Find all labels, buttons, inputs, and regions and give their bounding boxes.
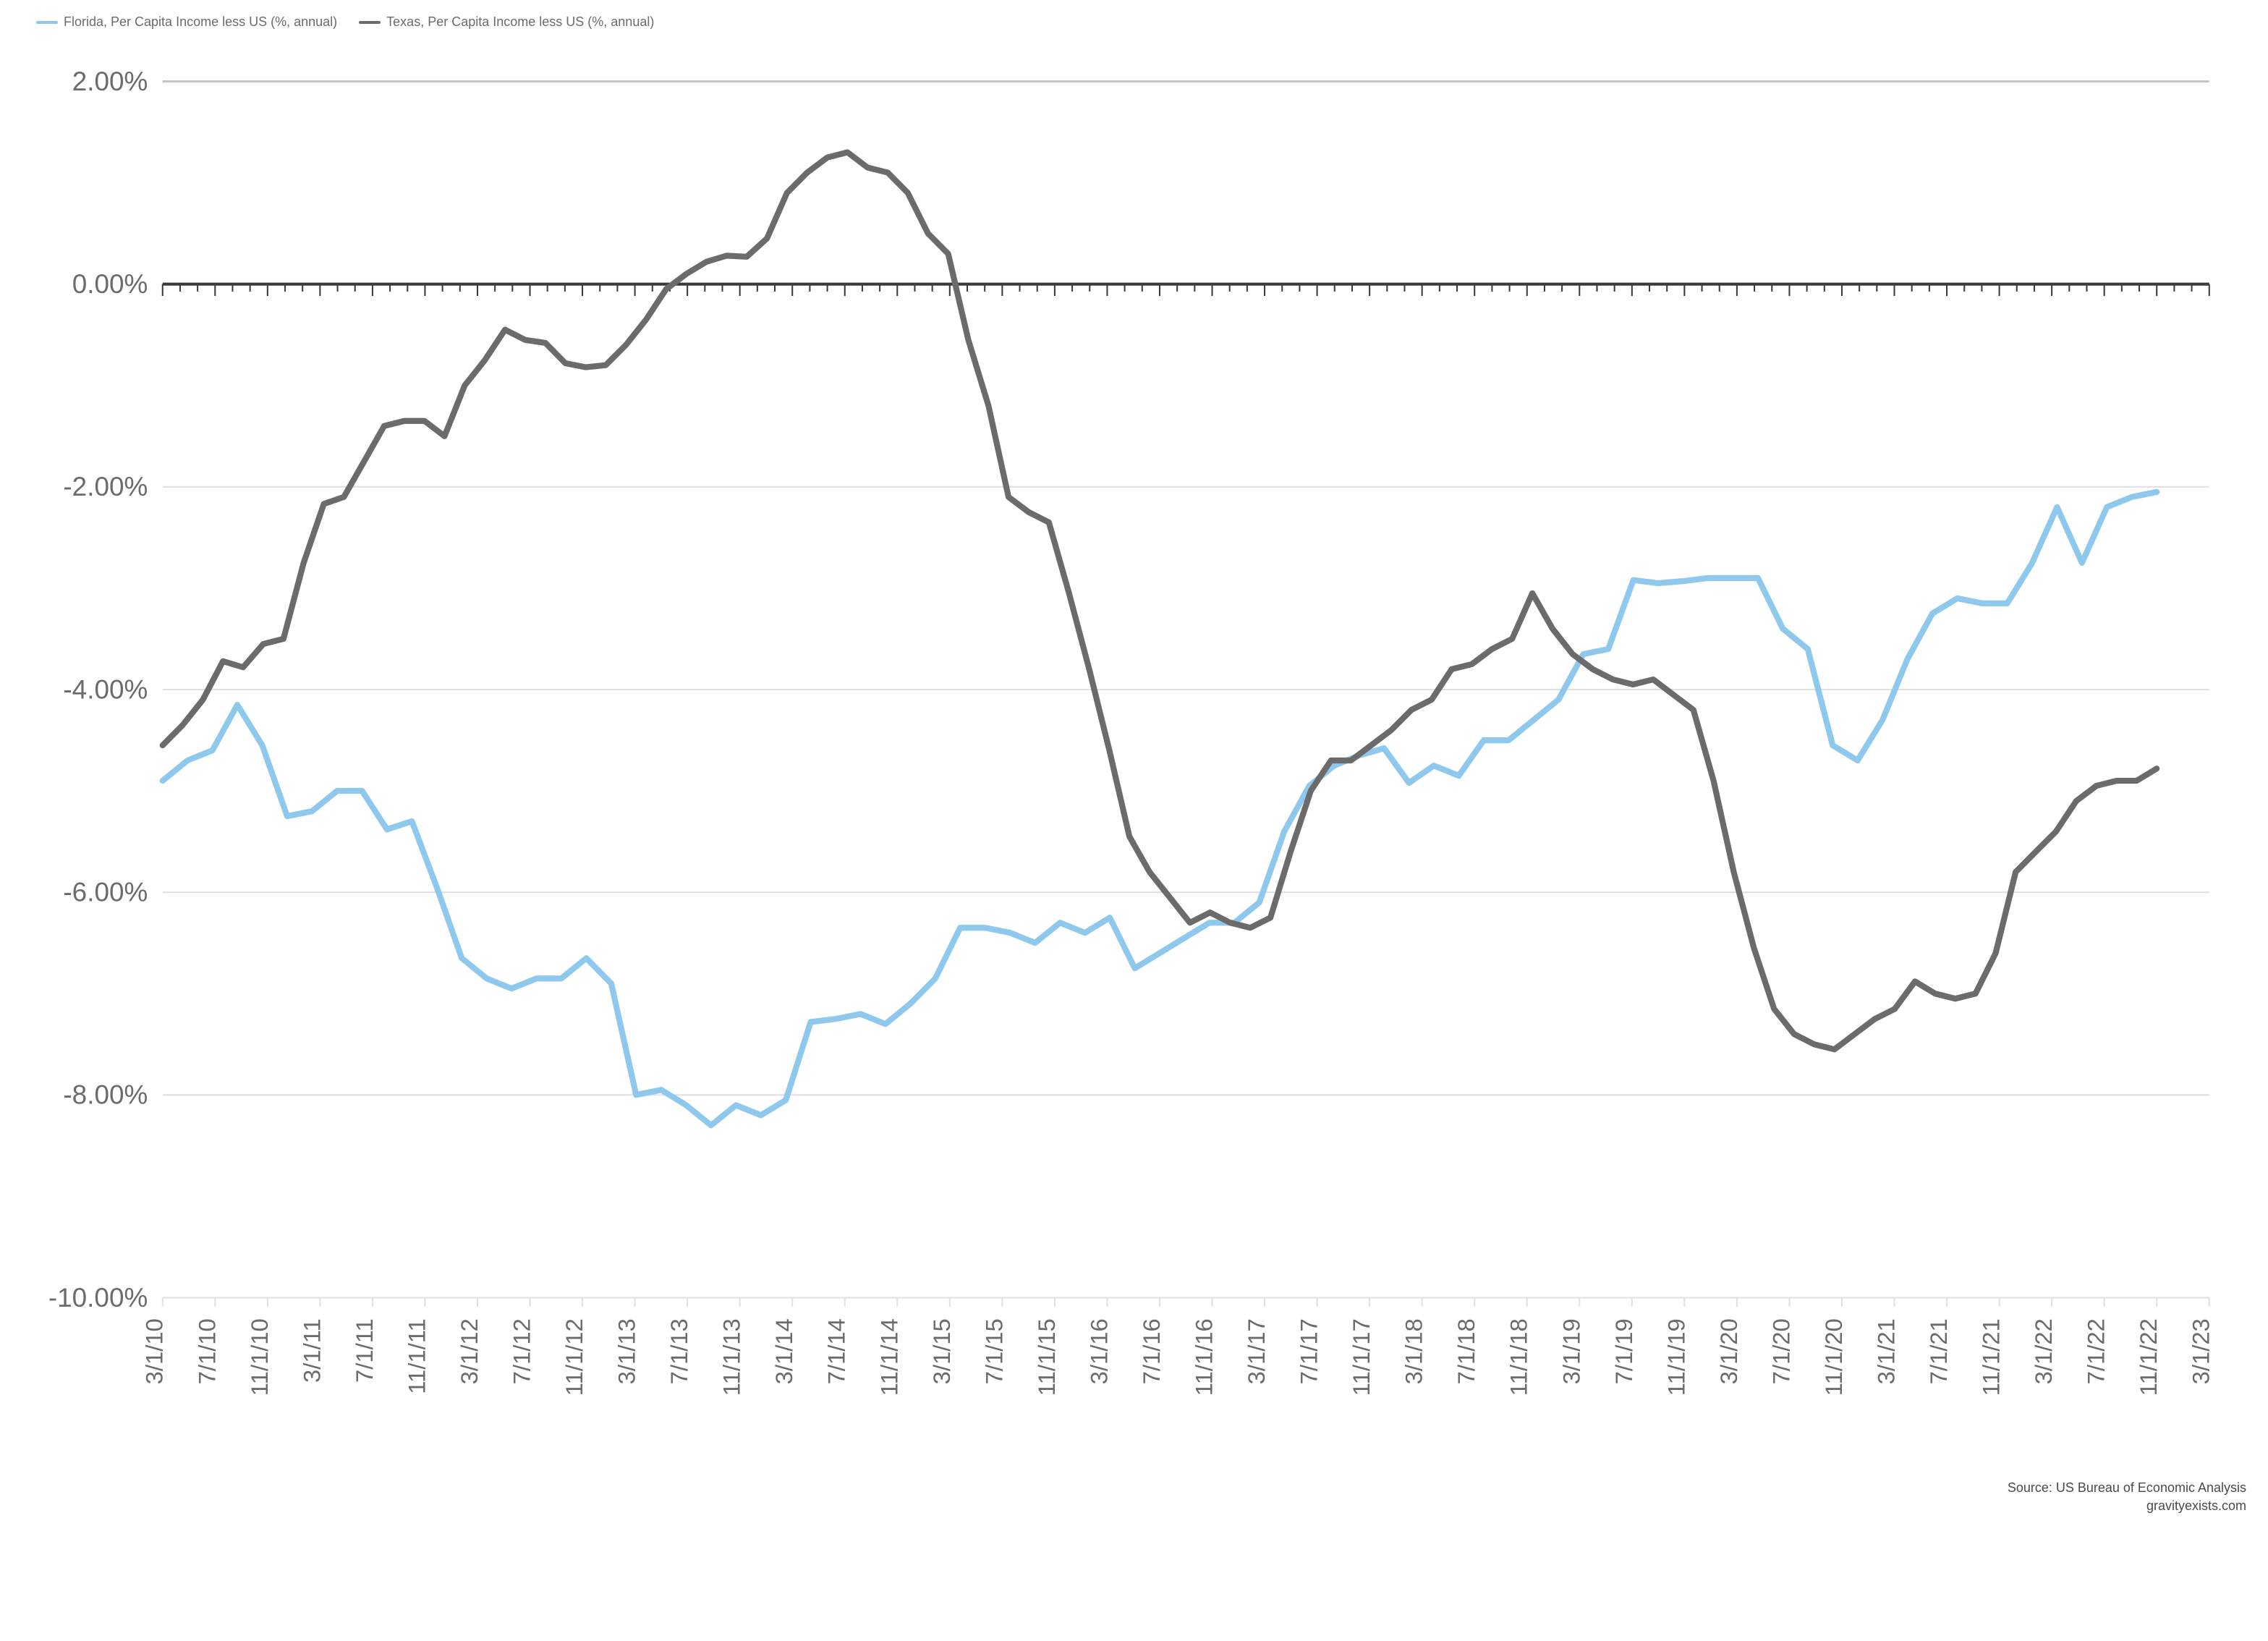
svg-text:11/1/18: 11/1/18 <box>1505 1318 1532 1396</box>
svg-text:-2.00%: -2.00% <box>63 472 148 501</box>
svg-text:3/1/18: 3/1/18 <box>1401 1318 1427 1384</box>
svg-text:-8.00%: -8.00% <box>63 1080 148 1110</box>
svg-text:3/1/20: 3/1/20 <box>1715 1318 1742 1384</box>
svg-text:2.00%: 2.00% <box>72 67 148 96</box>
svg-text:7/1/16: 7/1/16 <box>1138 1318 1165 1384</box>
svg-text:7/1/20: 7/1/20 <box>1767 1318 1794 1384</box>
legend-label: Florida, Per Capita Income less US (%, a… <box>64 14 337 30</box>
svg-text:-6.00%: -6.00% <box>63 877 148 907</box>
svg-text:11/1/16: 11/1/16 <box>1191 1318 1218 1396</box>
svg-text:11/1/11: 11/1/11 <box>403 1318 430 1394</box>
svg-text:11/1/17: 11/1/17 <box>1348 1318 1375 1396</box>
line-chart: -10.00% -8.00% -6.00% -4.00% -2.00% 0.00% 2.00… <box>22 37 2246 1461</box>
chart-container: Florida, Per Capita Income less US (%, a… <box>0 0 2268 1537</box>
legend-label: Texas, Per Capita Income less US (%, ann… <box>386 14 654 30</box>
svg-text:7/1/18: 7/1/18 <box>1453 1318 1479 1384</box>
svg-text:3/1/19: 3/1/19 <box>1558 1318 1584 1384</box>
chart-legend: Florida, Per Capita Income less US (%, a… <box>22 14 2246 30</box>
svg-text:7/1/14: 7/1/14 <box>823 1318 850 1384</box>
svg-text:7/1/17: 7/1/17 <box>1296 1318 1322 1384</box>
svg-text:3/1/17: 3/1/17 <box>1243 1318 1270 1384</box>
svg-text:3/1/11: 3/1/11 <box>298 1318 325 1383</box>
svg-text:3/1/14: 3/1/14 <box>770 1318 797 1384</box>
svg-text:11/1/22: 11/1/22 <box>2135 1318 2162 1396</box>
svg-text:3/1/21: 3/1/21 <box>1873 1318 1900 1384</box>
svg-text:7/1/22: 7/1/22 <box>2083 1318 2110 1384</box>
svg-text:3/1/16: 3/1/16 <box>1085 1318 1112 1384</box>
legend-swatch <box>359 21 381 24</box>
svg-text:7/1/21: 7/1/21 <box>1925 1318 1952 1384</box>
svg-text:3/1/13: 3/1/13 <box>613 1318 640 1384</box>
svg-text:-4.00%: -4.00% <box>63 674 148 704</box>
svg-text:3/1/10: 3/1/10 <box>141 1318 168 1384</box>
svg-text:-10.00%: -10.00% <box>48 1283 148 1313</box>
svg-text:3/1/22: 3/1/22 <box>2030 1318 2057 1384</box>
svg-text:3/1/23: 3/1/23 <box>2188 1318 2214 1384</box>
svg-text:7/1/13: 7/1/13 <box>666 1318 692 1384</box>
svg-text:0.00%: 0.00% <box>72 269 148 299</box>
source-line-1: Source: US Bureau of Economic Analysis <box>22 1479 2246 1497</box>
svg-text:7/1/11: 7/1/11 <box>351 1318 378 1383</box>
svg-text:3/1/12: 3/1/12 <box>456 1318 483 1384</box>
legend-swatch <box>36 21 58 24</box>
svg-text:3/1/15: 3/1/15 <box>928 1318 955 1384</box>
svg-text:11/1/13: 11/1/13 <box>718 1318 745 1396</box>
chart-source: Source: US Bureau of Economic Analysis g… <box>22 1479 2246 1515</box>
svg-text:11/1/20: 11/1/20 <box>1820 1318 1847 1396</box>
svg-text:11/1/14: 11/1/14 <box>875 1318 902 1396</box>
svg-text:7/1/19: 7/1/19 <box>1610 1318 1637 1384</box>
source-line-2: gravityexists.com <box>22 1497 2246 1515</box>
svg-text:11/1/15: 11/1/15 <box>1033 1318 1060 1396</box>
svg-text:7/1/15: 7/1/15 <box>980 1318 1007 1384</box>
svg-text:11/1/12: 11/1/12 <box>561 1318 587 1396</box>
legend-item-texas: Texas, Per Capita Income less US (%, ann… <box>359 14 654 30</box>
svg-text:11/1/21: 11/1/21 <box>1978 1318 2005 1396</box>
svg-text:7/1/10: 7/1/10 <box>193 1318 220 1384</box>
svg-text:11/1/19: 11/1/19 <box>1662 1318 1689 1396</box>
svg-text:11/1/10: 11/1/10 <box>246 1318 273 1396</box>
legend-item-florida: Florida, Per Capita Income less US (%, a… <box>36 14 337 30</box>
svg-text:7/1/12: 7/1/12 <box>509 1318 535 1384</box>
